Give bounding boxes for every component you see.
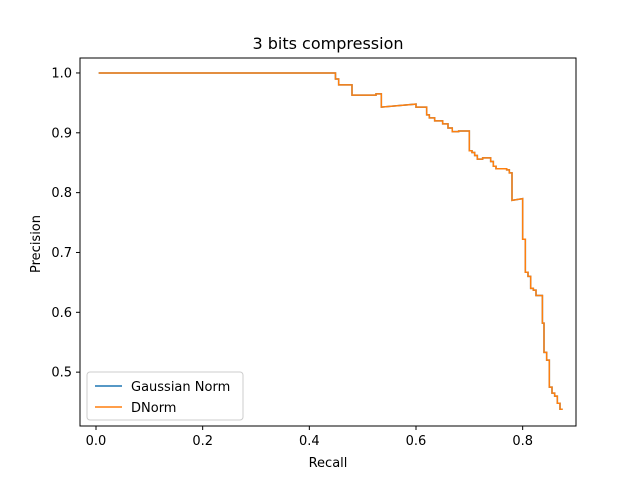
y-axis-title: Precision bbox=[29, 215, 44, 273]
series-layer bbox=[98, 72, 563, 410]
y-axis-ticks: 0.5 0.6 0.7 0.8 0.9 1.0 bbox=[51, 66, 80, 381]
series-line-dnorm bbox=[98, 72, 563, 410]
plot-frame bbox=[79, 57, 577, 427]
y-tick-label: 1.0 bbox=[51, 66, 72, 81]
x-tick-label: 0.4 bbox=[299, 434, 320, 449]
x-tick-label: 0.6 bbox=[406, 434, 427, 449]
x-tick-label: 0.8 bbox=[512, 434, 533, 449]
legend-box bbox=[86, 371, 244, 421]
y-tick-label: 0.6 bbox=[51, 306, 72, 321]
y-tick-label: 0.8 bbox=[51, 186, 72, 201]
legend: Gaussian Norm DNorm bbox=[86, 371, 244, 421]
series-line-gaussian-norm bbox=[98, 72, 563, 410]
y-tick-label: 0.5 bbox=[51, 366, 72, 381]
legend-label-dnorm: DNorm bbox=[131, 401, 176, 416]
x-tick-label: 0.2 bbox=[192, 434, 213, 449]
legend-label-gaussian-norm: Gaussian Norm bbox=[131, 380, 230, 395]
y-tick-label: 0.9 bbox=[51, 126, 72, 141]
x-axis-ticks: 0.0 0.2 0.4 0.6 0.8 bbox=[86, 426, 533, 449]
y-tick-label: 0.7 bbox=[51, 246, 72, 261]
x-tick-label: 0.0 bbox=[86, 434, 107, 449]
chart-title: 3 bits compression bbox=[252, 34, 403, 53]
x-axis-title: Recall bbox=[309, 456, 348, 471]
